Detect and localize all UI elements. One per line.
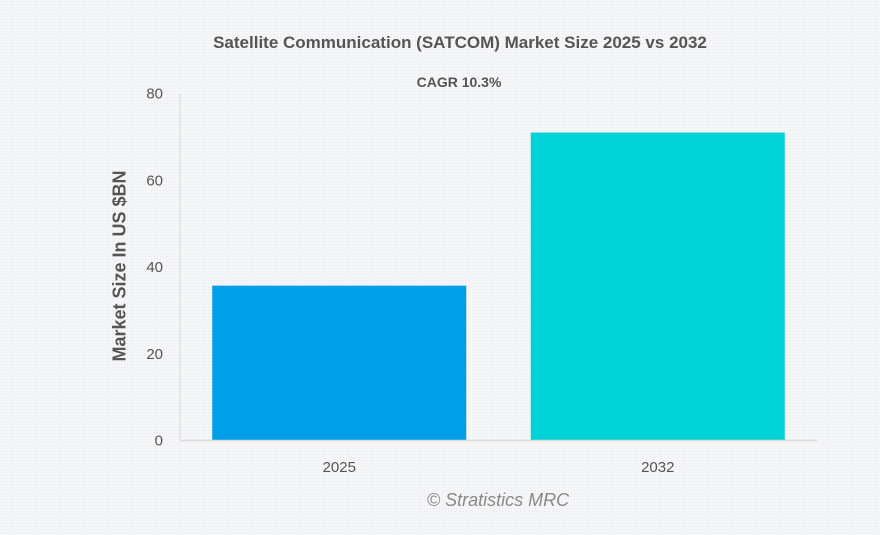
chart-title: Satellite Communication (SATCOM) Market …	[213, 33, 707, 52]
bar-2025	[212, 285, 467, 441]
y-tick-label: 0	[155, 433, 163, 450]
chart-subtitle: CAGR 10.3%	[416, 74, 502, 90]
credit-watermark: © Stratistics MRC	[426, 490, 570, 510]
y-tick-label: 40	[146, 259, 163, 276]
x-tick-label: 2025	[323, 459, 356, 476]
y-tick-label: 80	[146, 86, 163, 103]
y-tick-label: 20	[146, 346, 163, 363]
x-tick-label: 2032	[641, 459, 674, 476]
bar-2032	[530, 132, 785, 441]
y-tick-label: 60	[146, 172, 163, 189]
